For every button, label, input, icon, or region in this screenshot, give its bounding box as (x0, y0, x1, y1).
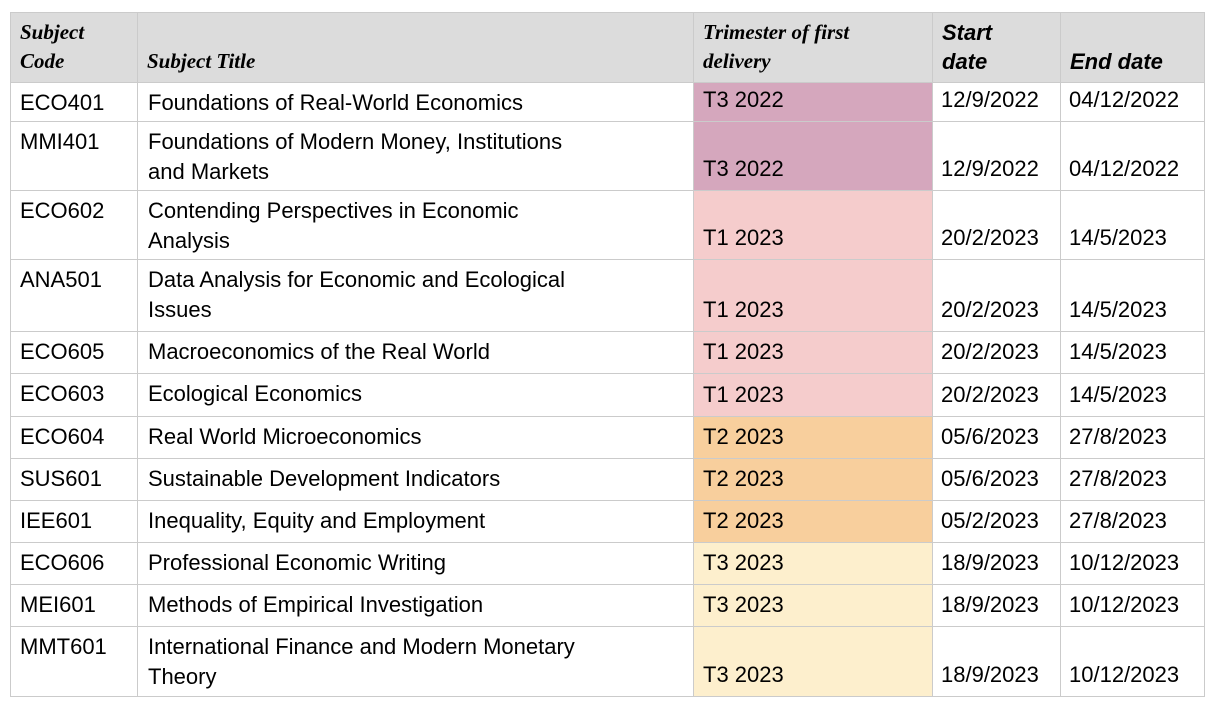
cell-subject-title: Macroeconomics of the Real World (137, 331, 694, 374)
cell-subject-title: Ecological Economics (137, 373, 694, 417)
table-row: ECO401 Foundations of Real-World Economic… (10, 82, 1205, 122)
table-row: ECO605 Macroeconomics of the Real World T1… (10, 331, 1205, 374)
cell-subject-title: Foundations of Real-World Economics (137, 82, 694, 122)
cell-subject-code: ECO606 (10, 542, 138, 585)
course-schedule-table: Subject Code Subject Title Trimester of … (10, 12, 1205, 697)
cell-subject-code: MMT601 (10, 626, 138, 697)
table-row: ECO604 Real World Microeconomics T2 2023 05… (10, 416, 1205, 459)
cell-end-date: 14/5/2023 (1060, 373, 1205, 417)
cell-end-date: 04/12/2022 (1060, 82, 1205, 122)
cell-subject-code: IEE601 (10, 500, 138, 543)
cell-trimester: T3 2022 (693, 121, 933, 191)
table-row: ECO603 Ecological Economics T1 2023 20/2/20… (10, 373, 1205, 417)
cell-end-date: 27/8/2023 (1060, 416, 1205, 459)
cell-start-date: 18/9/2023 (932, 626, 1061, 697)
cell-trimester: T2 2023 (693, 458, 933, 501)
table-row: ANA501 Data Analysis for Economic and Eco… (10, 259, 1205, 332)
cell-subject-title: Data Analysis for Economic and Ecologica… (137, 259, 694, 332)
cell-start-date: 18/9/2023 (932, 584, 1061, 627)
table-row: ECO606 Professional Economic Writing T3 20… (10, 542, 1205, 585)
cell-subject-code: ECO604 (10, 416, 138, 459)
table-header: Subject Code Subject Title Trimester of … (10, 12, 1205, 83)
cell-start-date: 12/9/2022 (932, 82, 1061, 122)
cell-trimester: T1 2023 (693, 373, 933, 417)
column-header-trimester: Trimester of first delivery (693, 12, 933, 83)
cell-subject-title: Inequality, Equity and Employment (137, 500, 694, 543)
cell-end-date: 14/5/2023 (1060, 331, 1205, 374)
column-header-start-date: Start date (932, 12, 1061, 83)
cell-end-date: 14/5/2023 (1060, 190, 1205, 260)
cell-start-date: 20/2/2023 (932, 373, 1061, 417)
column-header-subject-code: Subject Code (10, 12, 138, 83)
cell-subject-code: SUS601 (10, 458, 138, 501)
cell-subject-code: ECO602 (10, 190, 138, 260)
cell-end-date: 10/12/2023 (1060, 542, 1205, 585)
cell-subject-title: Foundations of Modern Money, Institution… (137, 121, 694, 191)
cell-end-date: 27/8/2023 (1060, 500, 1205, 543)
cell-start-date: 05/6/2023 (932, 416, 1061, 459)
cell-trimester: T3 2023 (693, 626, 933, 697)
cell-trimester: T1 2023 (693, 259, 933, 332)
cell-subject-title: Professional Economic Writing (137, 542, 694, 585)
cell-subject-title: Real World Microeconomics (137, 416, 694, 459)
table-row: MMI401 Foundations of Modern Money, Insti… (10, 121, 1205, 191)
column-header-end-date: End date (1060, 12, 1205, 83)
cell-end-date: 10/12/2023 (1060, 626, 1205, 697)
header-row: Subject Code Subject Title Trimester of … (10, 12, 1205, 83)
cell-trimester: T1 2023 (693, 190, 933, 260)
cell-end-date: 14/5/2023 (1060, 259, 1205, 332)
cell-subject-code: ECO603 (10, 373, 138, 417)
cell-start-date: 20/2/2023 (932, 190, 1061, 260)
cell-subject-code: ECO401 (10, 82, 138, 122)
cell-trimester: T2 2023 (693, 416, 933, 459)
cell-trimester: T3 2023 (693, 584, 933, 627)
column-header-subject-title: Subject Title (137, 12, 694, 83)
cell-subject-code: MMI401 (10, 121, 138, 191)
cell-subject-title: International Finance and Modern Monetar… (137, 626, 694, 697)
table-row: IEE601 Inequality, Equity and Employment T… (10, 500, 1205, 543)
cell-start-date: 05/6/2023 (932, 458, 1061, 501)
cell-start-date: 18/9/2023 (932, 542, 1061, 585)
cell-subject-code: ECO605 (10, 331, 138, 374)
cell-end-date: 10/12/2023 (1060, 584, 1205, 627)
cell-subject-code: MEI601 (10, 584, 138, 627)
cell-subject-code: ANA501 (10, 259, 138, 332)
cell-end-date: 27/8/2023 (1060, 458, 1205, 501)
cell-end-date: 04/12/2022 (1060, 121, 1205, 191)
cell-trimester: T3 2023 (693, 542, 933, 585)
cell-trimester: T3 2022 (693, 82, 933, 122)
table-row: ECO602 Contending Perspectives in Economi… (10, 190, 1205, 260)
table-row: MEI601 Methods of Empirical Investigation… (10, 584, 1205, 627)
cell-subject-title: Contending Perspectives in Economic Anal… (137, 190, 694, 260)
cell-start-date: 20/2/2023 (932, 331, 1061, 374)
cell-trimester: T1 2023 (693, 331, 933, 374)
cell-subject-title: Methods of Empirical Investigation (137, 584, 694, 627)
cell-trimester: T2 2023 (693, 500, 933, 543)
cell-start-date: 05/2/2023 (932, 500, 1061, 543)
cell-start-date: 20/2/2023 (932, 259, 1061, 332)
table-row: SUS601 Sustainable Development Indicators… (10, 458, 1205, 501)
cell-start-date: 12/9/2022 (932, 121, 1061, 191)
table-row: MMT601 International Finance and Modern M… (10, 626, 1205, 697)
cell-subject-title: Sustainable Development Indicators (137, 458, 694, 501)
table-body: ECO401 Foundations of Real-World Economic… (10, 82, 1205, 697)
